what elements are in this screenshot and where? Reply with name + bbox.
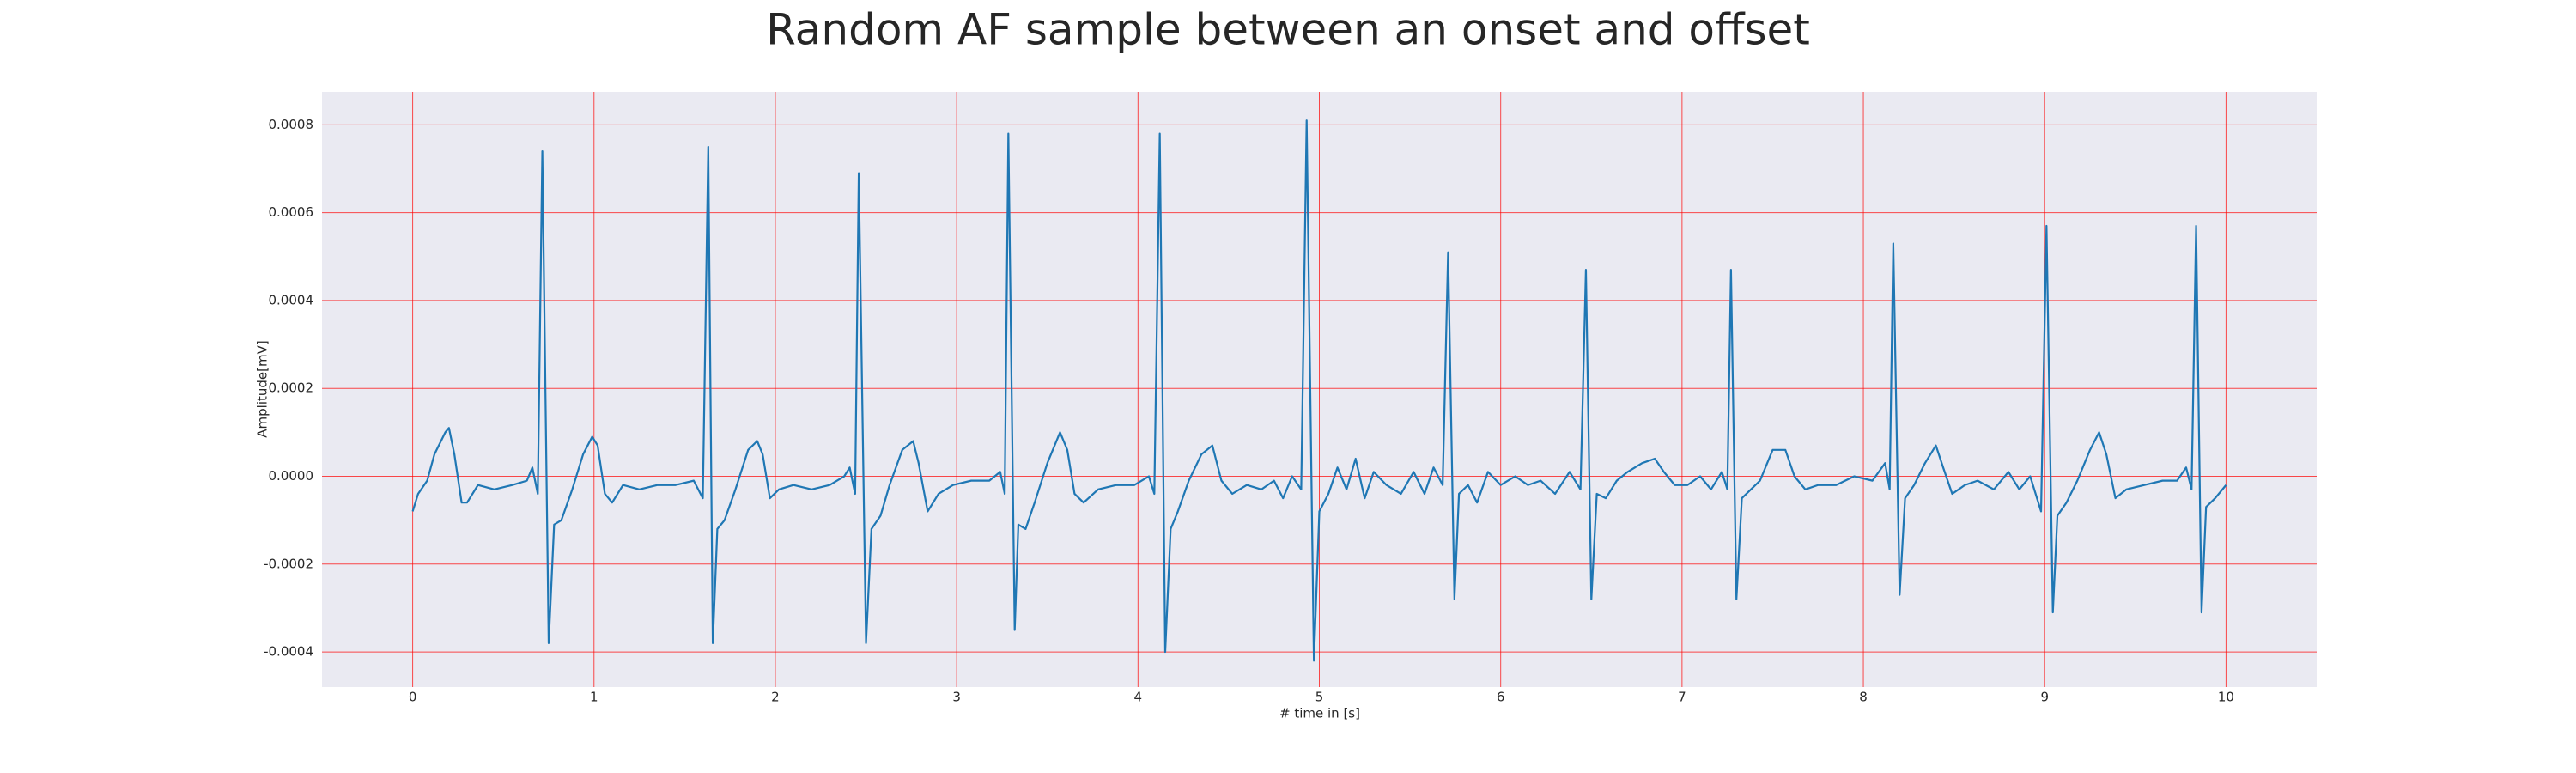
y-tick-label: 0.0002 (269, 380, 314, 396)
x-tick-label: 4 (1134, 690, 1143, 705)
x-axis-label: # time in [s] (1279, 706, 1360, 721)
y-tick-label: 0.0008 (269, 117, 314, 132)
x-tick-label: 9 (2040, 690, 2049, 705)
y-tick-label: -0.0002 (264, 556, 313, 571)
y-tick-label: 0.0000 (269, 468, 314, 484)
x-tick-label: 8 (1859, 690, 1868, 705)
y-tick-label: 0.0006 (269, 204, 314, 220)
y-tick-label: 0.0004 (269, 292, 314, 307)
y-tick-label: -0.0004 (264, 644, 313, 660)
x-tick-label: 10 (2218, 690, 2234, 705)
chart-title: Random AF sample between an onset and of… (766, 5, 1810, 55)
x-tick-label: 2 (771, 690, 780, 705)
x-tick-label: 1 (590, 690, 598, 705)
x-tick-label: 7 (1678, 690, 1686, 705)
x-tick-label: 0 (409, 690, 417, 705)
x-tick-label: 3 (952, 690, 961, 705)
x-tick-label: 6 (1497, 690, 1505, 705)
data-line (411, 119, 2227, 662)
x-tick-label: 5 (1315, 690, 1324, 705)
y-axis-label: Amplitude[mV] (255, 340, 270, 437)
